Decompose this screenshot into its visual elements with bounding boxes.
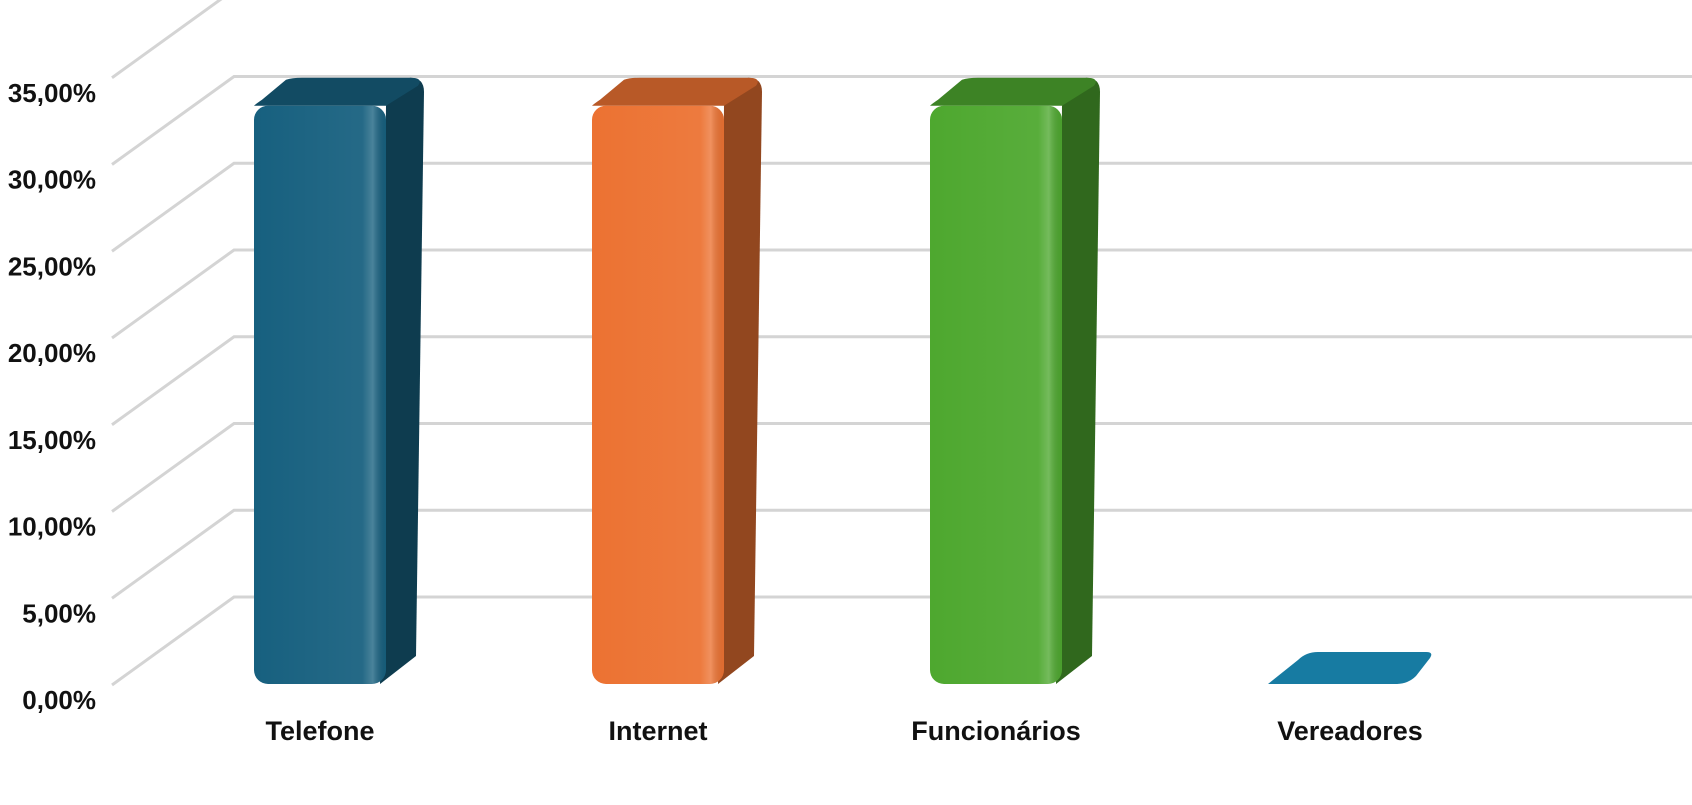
y-tick-label: 5,00% [22,598,96,628]
y-axis-tick-labels: 0,00% 5,00% 10,00% 15,00% 20,00% 25,00% 30,00%… [8,78,96,715]
x-axis-category-labels: Telefone Internet Funcionários Vereadores [265,716,1422,746]
y-tick-label: 0,00% [22,685,96,715]
bar [930,77,1100,685]
y-tick-label: 10,00% [8,512,96,542]
y-tick-label: 35,00% [8,78,96,108]
gridline [111,508,1692,600]
bar [1268,652,1432,684]
y-tick-label: 30,00% [8,165,96,195]
gridline [111,422,1692,513]
gridline [111,0,223,79]
gridline [111,248,1692,340]
x-category-label: Telefone [265,716,374,746]
bars [254,77,1432,685]
gridline [111,75,1692,166]
x-category-label: Internet [608,716,707,746]
x-category-label: Vereadores [1277,716,1423,746]
gridline [111,161,1692,253]
bar [254,77,424,685]
bar [592,77,762,685]
x-category-label: Funcionários [911,716,1081,746]
y-tick-label: 25,00% [8,251,96,281]
y-tick-label: 20,00% [8,338,96,368]
y-tick-label: 15,00% [8,425,96,455]
gridline [111,335,1692,426]
gridline [111,595,1692,687]
gridlines [111,0,1692,687]
